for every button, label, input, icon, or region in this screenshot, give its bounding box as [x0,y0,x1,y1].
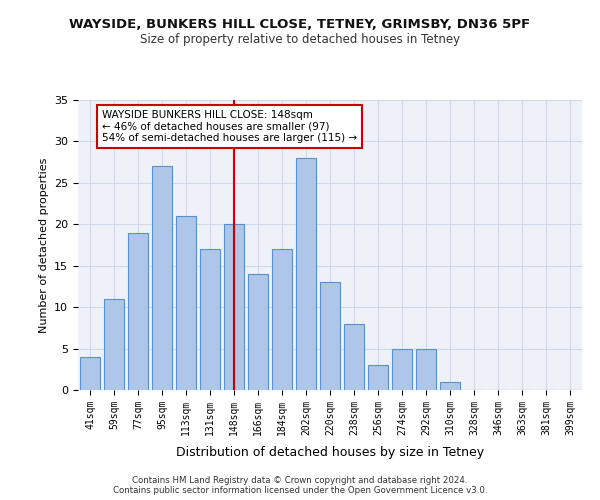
Bar [200,249,220,390]
X-axis label: Distribution of detached houses by size in Tetney: Distribution of detached houses by size … [176,446,484,459]
Bar [176,216,196,390]
Bar [224,224,244,390]
Bar [392,348,412,390]
Bar [128,232,148,390]
Bar [440,382,460,390]
Bar [344,324,364,390]
Text: WAYSIDE BUNKERS HILL CLOSE: 148sqm
← 46% of detached houses are smaller (97)
54%: WAYSIDE BUNKERS HILL CLOSE: 148sqm ← 46%… [102,110,357,143]
Bar [272,249,292,390]
Text: Size of property relative to detached houses in Tetney: Size of property relative to detached ho… [140,32,460,46]
Bar [320,282,340,390]
Bar [80,357,100,390]
Text: Contains HM Land Registry data © Crown copyright and database right 2024.
Contai: Contains HM Land Registry data © Crown c… [113,476,487,495]
Text: WAYSIDE, BUNKERS HILL CLOSE, TETNEY, GRIMSBY, DN36 5PF: WAYSIDE, BUNKERS HILL CLOSE, TETNEY, GRI… [70,18,530,30]
Bar [248,274,268,390]
Bar [296,158,316,390]
Y-axis label: Number of detached properties: Number of detached properties [38,158,49,332]
Bar [104,299,124,390]
Bar [416,348,436,390]
Bar [152,166,172,390]
Bar [368,365,388,390]
